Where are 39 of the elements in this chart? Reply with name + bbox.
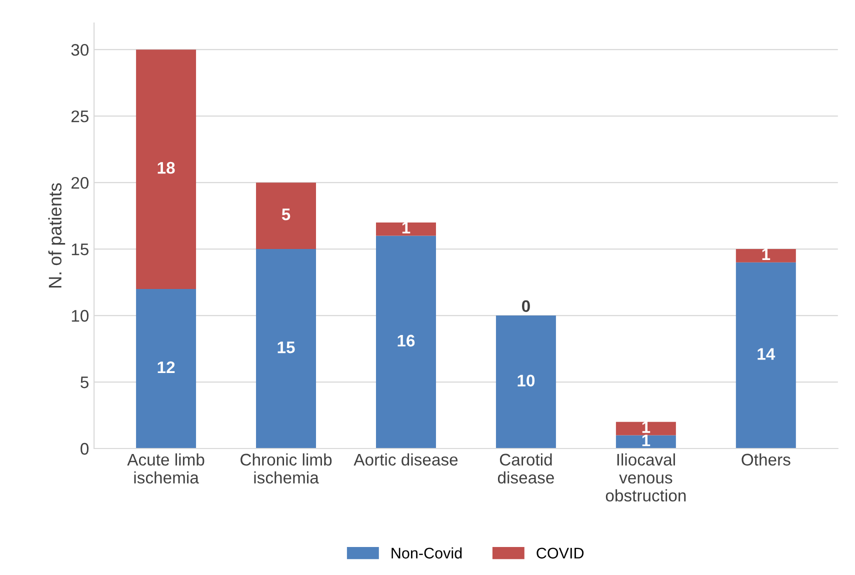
bar bbox=[256, 249, 316, 448]
bar bbox=[736, 249, 796, 262]
x-tick-label: Acute limb ischemia bbox=[127, 453, 204, 484]
y-tick-label: 20 bbox=[71, 176, 89, 189]
y-tick-label: 10 bbox=[72, 310, 89, 322]
legend-label: COVID bbox=[536, 548, 584, 559]
y-tick-label: 30 bbox=[71, 44, 89, 56]
bar bbox=[136, 50, 196, 289]
data-label: 1 bbox=[762, 248, 770, 260]
bar bbox=[616, 422, 676, 436]
data-label: 10 bbox=[518, 374, 535, 386]
bar bbox=[256, 182, 316, 250]
bar bbox=[136, 288, 196, 448]
legend-label: Non-Covid bbox=[392, 547, 462, 559]
data-label: 14 bbox=[758, 348, 776, 360]
data-label: 5 bbox=[282, 208, 290, 220]
data-label: 16 bbox=[398, 334, 415, 347]
x-tick-label: Carotid disease bbox=[498, 453, 554, 484]
bar bbox=[616, 435, 676, 448]
bar bbox=[376, 236, 436, 448]
x-tick-label: Aortic disease bbox=[354, 453, 458, 466]
data-label: 12 bbox=[158, 361, 175, 374]
x-tick-label: Others bbox=[742, 453, 790, 466]
y-axis-title: N. of patients bbox=[48, 183, 66, 288]
data-label: 18 bbox=[158, 162, 175, 174]
y-tick-label: 5 bbox=[80, 376, 88, 388]
bar bbox=[736, 262, 796, 448]
bar bbox=[376, 222, 436, 236]
y-tick-label: 0 bbox=[80, 442, 89, 455]
data-label: 15 bbox=[278, 342, 295, 354]
x-tick-label: Chronic limb ischemia bbox=[240, 453, 332, 484]
data-label: 1 bbox=[402, 222, 410, 234]
data-label: 1 bbox=[642, 421, 650, 433]
y-tick-label: 15 bbox=[72, 244, 88, 256]
data-label: 1 bbox=[642, 434, 650, 446]
y-tick-label: 25 bbox=[71, 110, 88, 122]
data-label: 0 bbox=[522, 300, 530, 312]
bar bbox=[496, 316, 556, 448]
x-tick-label: Iliocaval venous obstruction bbox=[606, 453, 686, 502]
